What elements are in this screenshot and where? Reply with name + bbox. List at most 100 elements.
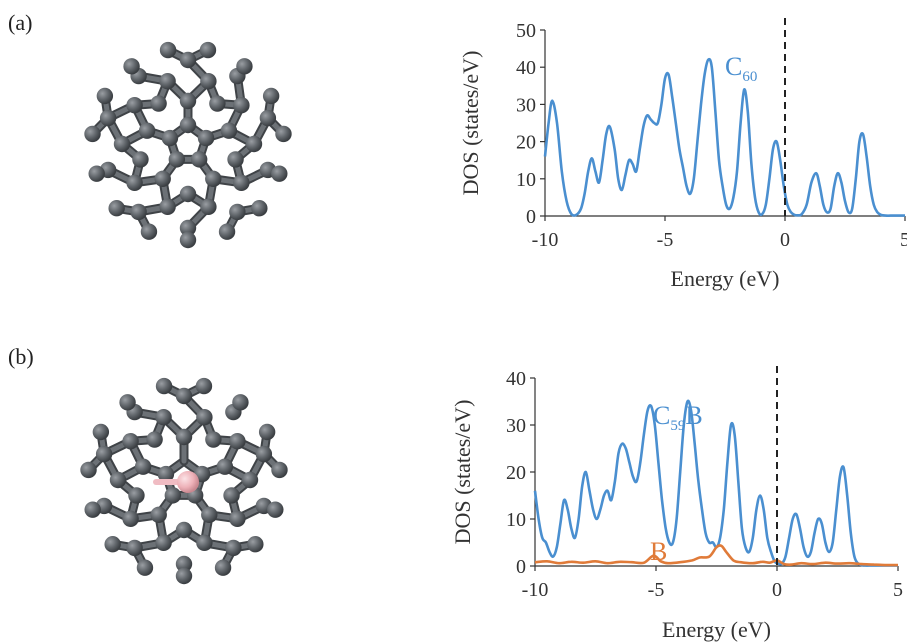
dos-chart-c60: 0 10 20 30 40 50 -10 -5 0 5 DOS (states/eV) Energ… [458, 18, 907, 291]
c60-molecule-illustration [84, 41, 292, 249]
carbon-atom [227, 151, 244, 168]
carbon-atom [262, 87, 280, 105]
carbon-atom [200, 198, 217, 215]
carbon-atom [223, 487, 240, 504]
carbon-atom [155, 377, 173, 395]
carbon-atom [146, 431, 163, 448]
carbon-atom [271, 165, 288, 182]
carbon-atom [233, 174, 250, 191]
carbon-atom [155, 534, 172, 551]
carbon-atom [126, 539, 143, 557]
carbon-atom [267, 501, 284, 518]
y-tick-label: 20 [506, 462, 526, 484]
carbon-atom [122, 433, 139, 450]
x-tick-label: -5 [657, 229, 674, 251]
carbon-atom [140, 223, 158, 240]
chart-axes: 0 10 20 30 40 -10 -5 0 5 [506, 368, 903, 601]
carbon-atom [104, 536, 121, 553]
carbon-atom [126, 97, 143, 114]
panel-b-label: (b) [8, 344, 34, 369]
carbon-atom [245, 135, 263, 153]
carbon-atom [161, 129, 179, 147]
carbon-atom [200, 73, 217, 90]
carbon-atom [175, 555, 193, 573]
carbon-atom [197, 129, 215, 147]
carbon-atom [271, 461, 288, 479]
carbon-atom [175, 567, 193, 585]
series-label-c60: C60 [725, 52, 757, 85]
carbon-atom [136, 559, 154, 576]
y-tick-label: 30 [506, 415, 526, 437]
y-tick-label: 30 [516, 94, 536, 116]
y-tick-label: 20 [516, 132, 536, 154]
y-tick-label: 0 [516, 556, 526, 578]
carbon-atom [179, 231, 197, 249]
carbon-atom [179, 92, 197, 110]
carbon-atom [157, 465, 175, 483]
carbon-atom [84, 501, 101, 518]
carbon-atom [229, 203, 246, 221]
carbon-atom [159, 73, 176, 90]
carbon-atom [218, 223, 236, 240]
y-axis-label: DOS (states/eV) [450, 400, 475, 545]
carbon-atom [126, 174, 143, 191]
carbon-atom [216, 458, 234, 475]
carbon-atom [134, 458, 152, 475]
carbon-atom [241, 471, 259, 489]
carbon-atom [123, 58, 140, 75]
carbon-atom [175, 428, 193, 446]
carbon-atom [159, 198, 176, 215]
panel-a-label: (a) [8, 10, 32, 35]
series-label-c59b: C59B [653, 401, 703, 434]
carbon-atom [109, 471, 127, 489]
y-tick-label: 40 [506, 368, 526, 390]
carbon-atom [205, 170, 222, 187]
carbon-atom [179, 219, 197, 237]
carbon-atom [199, 41, 217, 59]
chart-series [533, 399, 898, 567]
carbon-atom [92, 423, 110, 441]
series-line-c60 [543, 57, 905, 217]
x-tick-label: 0 [772, 579, 782, 601]
carbon-atom [195, 377, 213, 395]
carbon-atom [150, 506, 167, 523]
y-axis-label: DOS (states/eV) [458, 51, 483, 196]
y-tick-label: 50 [516, 20, 536, 42]
x-tick-label: 5 [900, 229, 907, 251]
carbon-atom [220, 122, 238, 139]
x-tick-label: -5 [648, 579, 665, 601]
x-axis-label: Energy (eV) [662, 617, 771, 642]
series-line-b [534, 544, 898, 567]
dos-chart-c59b: 0 10 20 30 40 -10 -5 0 5 DOS (states/eV) Energy … [450, 366, 903, 642]
carbon-atom [225, 539, 242, 557]
carbon-atom [229, 433, 246, 450]
carbon-atom [175, 387, 193, 405]
carbon-atom [255, 445, 273, 463]
carbon-atom [179, 185, 197, 203]
carbon-atom [179, 51, 197, 69]
carbon-atom [275, 125, 292, 143]
carbon-atom [196, 409, 213, 426]
x-tick-label: 5 [893, 579, 903, 601]
carbon-atom [154, 170, 171, 187]
y-tick-label: 10 [516, 169, 536, 191]
carbon-atom [233, 97, 250, 114]
carbon-atom [95, 445, 113, 463]
carbon-atom [190, 151, 208, 168]
chart-axes: 0 10 20 30 40 50 -10 -5 0 5 [516, 20, 907, 251]
carbon-atom [108, 200, 125, 217]
carbon-atom [259, 109, 277, 127]
carbon-atom [236, 58, 253, 75]
carbon-atom [132, 151, 149, 168]
carbon-atom [99, 109, 117, 127]
carbon-atom [251, 200, 268, 217]
series-line-c59b [533, 399, 898, 567]
carbon-atom [258, 423, 276, 441]
carbon-atom [179, 116, 197, 134]
x-tick-label: -10 [522, 579, 549, 601]
carbon-atom [159, 41, 177, 59]
carbon-atom [175, 521, 193, 539]
x-tick-label: 0 [780, 229, 790, 251]
carbon-atom [128, 487, 145, 504]
